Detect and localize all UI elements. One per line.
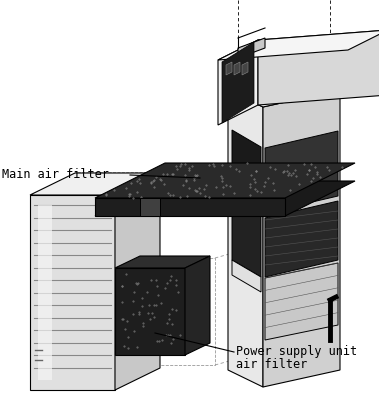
Polygon shape — [38, 205, 52, 380]
Polygon shape — [30, 173, 160, 195]
Polygon shape — [115, 173, 160, 390]
Polygon shape — [265, 201, 338, 277]
Polygon shape — [30, 195, 115, 390]
Polygon shape — [115, 268, 185, 355]
Polygon shape — [242, 62, 248, 75]
Polygon shape — [222, 42, 254, 123]
Polygon shape — [265, 263, 338, 340]
Polygon shape — [265, 131, 338, 213]
Text: Power supply unit: Power supply unit — [236, 346, 357, 359]
Polygon shape — [95, 198, 285, 216]
Polygon shape — [226, 62, 232, 75]
Polygon shape — [232, 130, 261, 212]
Polygon shape — [232, 200, 261, 277]
Polygon shape — [95, 163, 355, 198]
Polygon shape — [238, 38, 265, 58]
Polygon shape — [115, 256, 210, 268]
Polygon shape — [95, 181, 355, 216]
Polygon shape — [140, 198, 160, 216]
Text: air filter: air filter — [236, 359, 307, 372]
Polygon shape — [228, 90, 263, 387]
Polygon shape — [228, 73, 340, 107]
Polygon shape — [185, 256, 210, 355]
Polygon shape — [218, 30, 379, 60]
Polygon shape — [234, 62, 240, 75]
Polygon shape — [232, 260, 261, 292]
Text: Main air filter: Main air filter — [2, 169, 109, 182]
Polygon shape — [263, 90, 340, 387]
Polygon shape — [258, 30, 379, 105]
Polygon shape — [218, 40, 258, 125]
